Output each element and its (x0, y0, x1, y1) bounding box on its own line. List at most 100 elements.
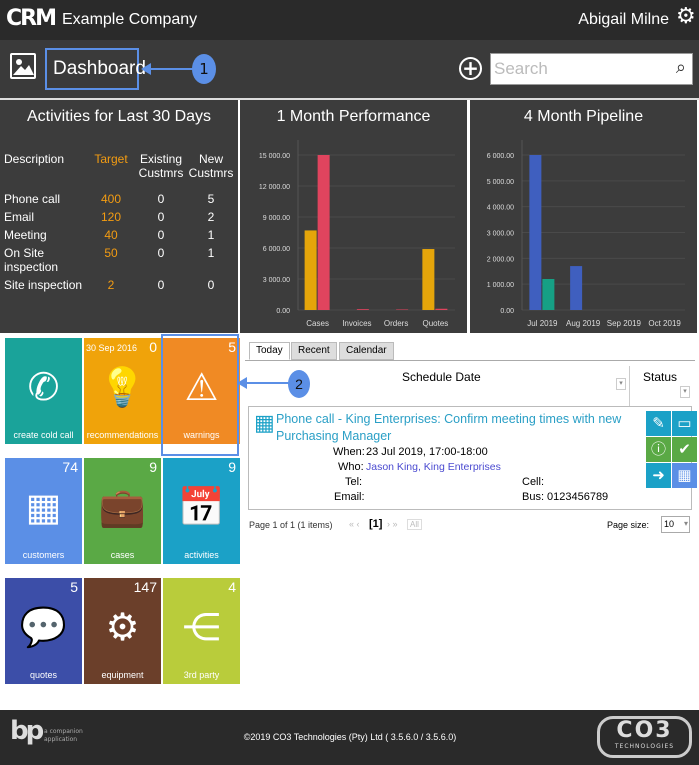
tile-create-cold-call[interactable]: ✆ create cold call (5, 338, 82, 444)
activities-title: Activities for Last 30 Days (26, 108, 212, 125)
pager-current[interactable]: [1] (369, 518, 383, 530)
tile-count: 0 (149, 339, 157, 355)
tile-date: 30 Sep 2016 (86, 343, 138, 353)
lightbulb-icon: 💡 (98, 367, 147, 409)
tile-count: 5 (228, 339, 236, 355)
col-schedule-date[interactable]: Schedule Date (402, 370, 481, 384)
share-icon: ⋲ (182, 607, 221, 649)
search-input[interactable]: Search ⌕ (490, 53, 693, 85)
building-icon: ▦ (25, 487, 62, 529)
bar (396, 309, 409, 310)
tile-3rd-party[interactable]: 4 ⋲ 3rd party (163, 578, 240, 684)
tile-count: 74 (62, 459, 78, 475)
bar (570, 266, 583, 310)
activity-cell: Site inspection (4, 278, 83, 292)
pipeline-title: 4 Month Pipeline (523, 108, 644, 125)
filter-dropdown-status[interactable]: ▾ (680, 386, 690, 398)
top-bar: CRM Example Company Abigail Milne ⚙ (0, 0, 699, 40)
x-tick-label: Orders (384, 319, 408, 328)
warnings-highlight (161, 334, 239, 456)
pager-prev[interactable]: « ‹ (349, 519, 360, 529)
activity-row: On Site inspection 50 0 1 (4, 244, 236, 276)
performance-title: 1 Month Performance (276, 108, 431, 125)
crm-logo: CRM (6, 6, 57, 31)
calendar-button-icon[interactable]: ▭ (672, 411, 697, 436)
who-link[interactable]: Jason King, King Enterprises (366, 461, 501, 473)
bus-value: 0123456789 (547, 491, 609, 503)
co3-logo: CO3 TECHNOLOGIES (597, 716, 692, 758)
item-title-link[interactable]: Phone call - King Enterprises: Confirm m… (276, 412, 622, 443)
page-size-select[interactable]: 10 ▾ (661, 516, 690, 533)
bar (422, 249, 435, 310)
page-size-label: Page size: (607, 520, 650, 530)
tile-quotes[interactable]: 5 💬 quotes (5, 578, 82, 684)
tab-divider (245, 360, 695, 361)
pager-all[interactable]: All (407, 519, 422, 530)
y-tick-label: 4 000.00 (487, 205, 514, 212)
bp-logo: bp a companion application (4, 716, 84, 756)
tab-calendar[interactable]: Calendar (339, 342, 394, 360)
check-icon[interactable]: ✔ (672, 437, 697, 462)
activity-cell: 0 (207, 278, 215, 292)
tile-count: 5 (70, 579, 78, 595)
x-tick-label: Jul 2019 (527, 319, 558, 328)
tile-activities[interactable]: 9 📅 activities (163, 458, 240, 564)
building-button-icon[interactable]: ▦ (672, 463, 697, 488)
activity-cell: 0 (157, 246, 165, 260)
col-divider (629, 366, 630, 406)
tile-count: 147 (133, 579, 157, 595)
phone-icon: ✆ (27, 367, 60, 409)
x-tick-label: Invoices (342, 319, 371, 328)
when-label: When: (333, 446, 365, 458)
y-tick-label: 6 000.00 (263, 246, 290, 253)
tile-customers[interactable]: 74 ▦ customers (5, 458, 82, 564)
activities-panel: Activities for Last 30 Days Description T… (0, 100, 238, 333)
tab-recent[interactable]: Recent (291, 342, 337, 360)
pipeline-chart: 0.00 1 000.00 2 000.00 3 000.00 4 000.00 5 00… (487, 140, 685, 328)
gears-icon: ⚙ (105, 607, 140, 649)
tel-label: Tel: (345, 476, 363, 488)
search-icon[interactable]: ⌕ (675, 57, 686, 78)
add-icon[interactable]: + (459, 57, 482, 80)
info-icon[interactable]: ⓘ (646, 437, 671, 462)
pager-next[interactable]: › » (387, 519, 398, 529)
chevron-down-icon: ▾ (683, 519, 688, 528)
tile-cases[interactable]: 9 💼 cases (84, 458, 161, 564)
bus-label: Bus: (522, 491, 545, 503)
calendar-icon: 📅 (177, 487, 226, 529)
edit-icon[interactable]: ✎ (646, 411, 671, 436)
tile-equipment[interactable]: 147 ⚙ equipment (84, 578, 161, 684)
x-tick-label: Cases (306, 319, 329, 328)
col-existing: Existing Custmrs (138, 152, 184, 180)
col-status[interactable]: Status (643, 370, 678, 384)
calendar-icon: ▦ (254, 410, 275, 435)
tile-count: 4 (228, 579, 236, 595)
image-icon[interactable] (10, 53, 36, 79)
tile-label: 3rd party (183, 670, 220, 680)
activity-cell: 400 (100, 192, 122, 206)
user-name[interactable]: Abigail Milne (578, 11, 669, 28)
activity-cell: 5 (207, 192, 215, 206)
activity-cell: 40 (104, 228, 118, 242)
filter-dropdown-date[interactable]: ▾ (616, 378, 626, 390)
activity-row: Phone call 400 0 5 (4, 190, 236, 208)
bar (435, 308, 448, 310)
activity-cell: 120 (100, 210, 122, 224)
bar (529, 155, 542, 310)
nav-bar: Dashboard 1 + Search ⌕ (0, 40, 699, 100)
tile-label: warnings (183, 430, 220, 440)
bp-logo-mark: bp (10, 716, 44, 746)
bar (304, 230, 317, 310)
tab-today[interactable]: Today (249, 342, 290, 360)
y-tick-label: 2 000.00 (487, 256, 514, 263)
y-tick-label: 6 000.00 (487, 153, 514, 160)
gear-icon[interactable]: ⚙ (676, 4, 696, 29)
page-size-value: 10 (664, 519, 675, 529)
arrow-right-icon[interactable]: ➜ (646, 463, 671, 488)
who-label: Who: (338, 461, 364, 473)
bar (542, 279, 555, 310)
tile-recommendations[interactable]: 30 Sep 2016 0 💡 recommendations (84, 338, 161, 444)
pager-info: Page 1 of 1 (1 items) (249, 520, 333, 530)
tile-warnings[interactable]: 5 ⚠ warnings (163, 338, 240, 444)
email-label: Email: (334, 491, 365, 503)
